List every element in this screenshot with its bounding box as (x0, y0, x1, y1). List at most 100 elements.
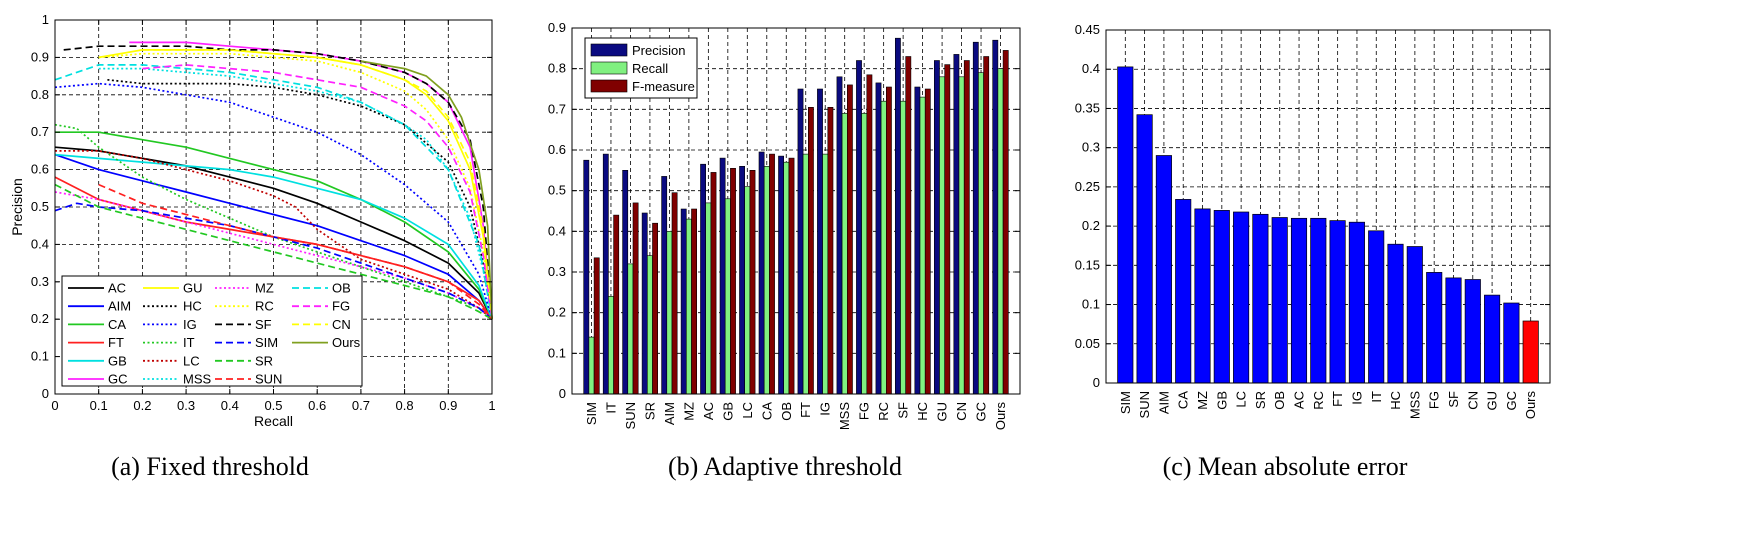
panel-a-ytick-label: 1 (42, 12, 49, 27)
bar-mae-fg (1426, 272, 1443, 384)
legend-swatch-precision (590, 43, 628, 57)
bar-mae-hc (1387, 243, 1404, 384)
panel-b-ytick-label: 0.8 (548, 61, 566, 76)
legend-label-f-measure: F-measure (632, 79, 695, 94)
panel-a-xtick-label: 1 (488, 398, 495, 413)
panel-b-ytick-label: 0.5 (548, 183, 566, 198)
panel-c-category-label: Ours (1523, 391, 1538, 420)
bar-precision-mss (836, 76, 843, 395)
panel-c-category-label: SUN (1137, 391, 1152, 418)
panel-b-category-label: FG (857, 402, 872, 420)
panel-c-category-label: CA (1176, 391, 1191, 409)
panel-a-ylabel: Precision (9, 178, 25, 236)
panel-a-ytick-label: 0.1 (31, 349, 49, 364)
bar-precision-aim (661, 176, 668, 395)
panel-b: SIM IT SUN SR AIM MZ AC GB LC CA OB FT IG MSS FG RC SF HC… (548, 20, 1021, 481)
bar-mae-cn (1464, 279, 1481, 384)
legend-label-ours: Ours (332, 335, 361, 350)
panel-b-category-label: SIM (584, 402, 599, 425)
bar-mae-lc (1233, 211, 1250, 384)
series-line-cn (142, 49, 493, 320)
legend-label-gu: GU (183, 281, 203, 296)
bar-precision-ob (778, 155, 784, 395)
panel-a-ytick-label: 0.8 (31, 87, 49, 102)
bar-recall-aim (666, 231, 673, 395)
bar-f-measure-gb (730, 168, 736, 395)
panel-b-ytick-label: 0.3 (548, 264, 566, 279)
bar-recall-sun (627, 263, 634, 395)
panel-b-category-label: FT (798, 402, 813, 418)
bar-precision-ft (797, 88, 804, 395)
panel-c-category-label: IG (1349, 391, 1364, 405)
bar-recall-sf (900, 100, 906, 395)
bar-f-measure-ours (1002, 50, 1009, 395)
bar-recall-gc (978, 72, 984, 395)
bar-mae-sr (1252, 213, 1269, 384)
legend-label-lc: LC (183, 353, 200, 368)
panel-b-category-label: SUN (623, 402, 638, 429)
series-line-ours (360, 60, 493, 320)
bar-recall-sr (646, 255, 653, 395)
legend-label-fg: FG (332, 299, 350, 314)
legend-label-ig: IG (183, 317, 197, 332)
series-line-fg (142, 64, 493, 320)
bar-precision-it (602, 153, 609, 395)
bar-f-measure-hc (924, 88, 931, 395)
bar-f-measure-sim (593, 257, 600, 395)
panel-a-ytick-label: 0.9 (31, 49, 49, 64)
bar-recall-sim (588, 336, 595, 395)
panel-b-ytick-label: 0 (559, 386, 566, 401)
panel-a-xtick-label: 0.5 (264, 398, 282, 413)
legend-label-precision: Precision (632, 43, 685, 58)
panel-c-category-label: LC (1234, 391, 1249, 408)
panel-a-xtick-label: 0.4 (221, 398, 239, 413)
bar-precision-gu (933, 60, 940, 395)
bar-mae-sun (1136, 114, 1153, 384)
panel-c-category-label: MZ (1195, 391, 1210, 410)
bar-precision-ca (758, 151, 765, 395)
panel-b-category-label: IT (603, 402, 618, 414)
panel-a-ytick-label: 0.7 (31, 124, 49, 139)
panel-a-caption: (a) Fixed threshold (111, 452, 309, 481)
panel-c-category-label: IT (1369, 391, 1384, 403)
bar-mae-gc (1503, 302, 1520, 384)
panel-c-category-label: GB (1214, 391, 1229, 410)
panel-c-ytick-label: 0.3 (1082, 140, 1100, 155)
bar-mae-ours (1522, 320, 1539, 384)
panel-b-category-label: RC (876, 402, 891, 421)
bar-f-measure-lc (749, 170, 756, 395)
bar-recall-mz (685, 218, 692, 395)
panel-a-xtick-label: 0.3 (177, 398, 195, 413)
bar-mae-sf (1445, 277, 1462, 384)
panel-a: 0 0.1 0.2 0.3 0.4 0.5 0.6 0.7 0.8 0.9 1 0 0.1 0.2 0.3 0… (9, 12, 496, 481)
bar-mae-gu (1484, 294, 1501, 384)
panel-c-ytick-label: 0.1 (1082, 297, 1100, 312)
bar-recall-ac (705, 202, 712, 395)
panel-c-category-label: GC (1504, 391, 1519, 411)
panel-c-category-label: MSS (1407, 391, 1422, 420)
bar-recall-ig (822, 153, 829, 395)
bar-recall-gb (724, 198, 731, 395)
legend-label-gb: GB (108, 353, 127, 368)
panel-c-caption: (c) Mean absolute error (1163, 452, 1408, 481)
legend-label-aim: AIM (108, 299, 131, 314)
series-line-sun (98, 183, 493, 320)
bar-f-measure-mz (691, 208, 697, 395)
panel-c-category-label: HC (1388, 391, 1403, 410)
panel-a-xtick-label: 0.9 (439, 398, 457, 413)
bar-precision-hc (914, 86, 921, 395)
panel-b-ytick-label: 0.6 (548, 142, 566, 157)
panel-b-ytick-label: 0.2 (548, 305, 566, 320)
panel-a-xtick-label: 0.8 (396, 398, 414, 413)
panel-c-ytick-label: 0.25 (1075, 179, 1100, 194)
series-line-ig (54, 82, 493, 320)
bar-mae-rc (1310, 217, 1327, 384)
bar-precision-sim (583, 159, 590, 395)
bar-recall-cn (958, 76, 965, 395)
panel-c-category-label: FT (1330, 391, 1345, 407)
panel-a-xtick-label: 0.6 (308, 398, 326, 413)
bar-mae-mz (1194, 208, 1211, 384)
panel-b-legend: Precision Recall F-measure (584, 37, 698, 99)
bar-mae-aim (1155, 155, 1172, 384)
